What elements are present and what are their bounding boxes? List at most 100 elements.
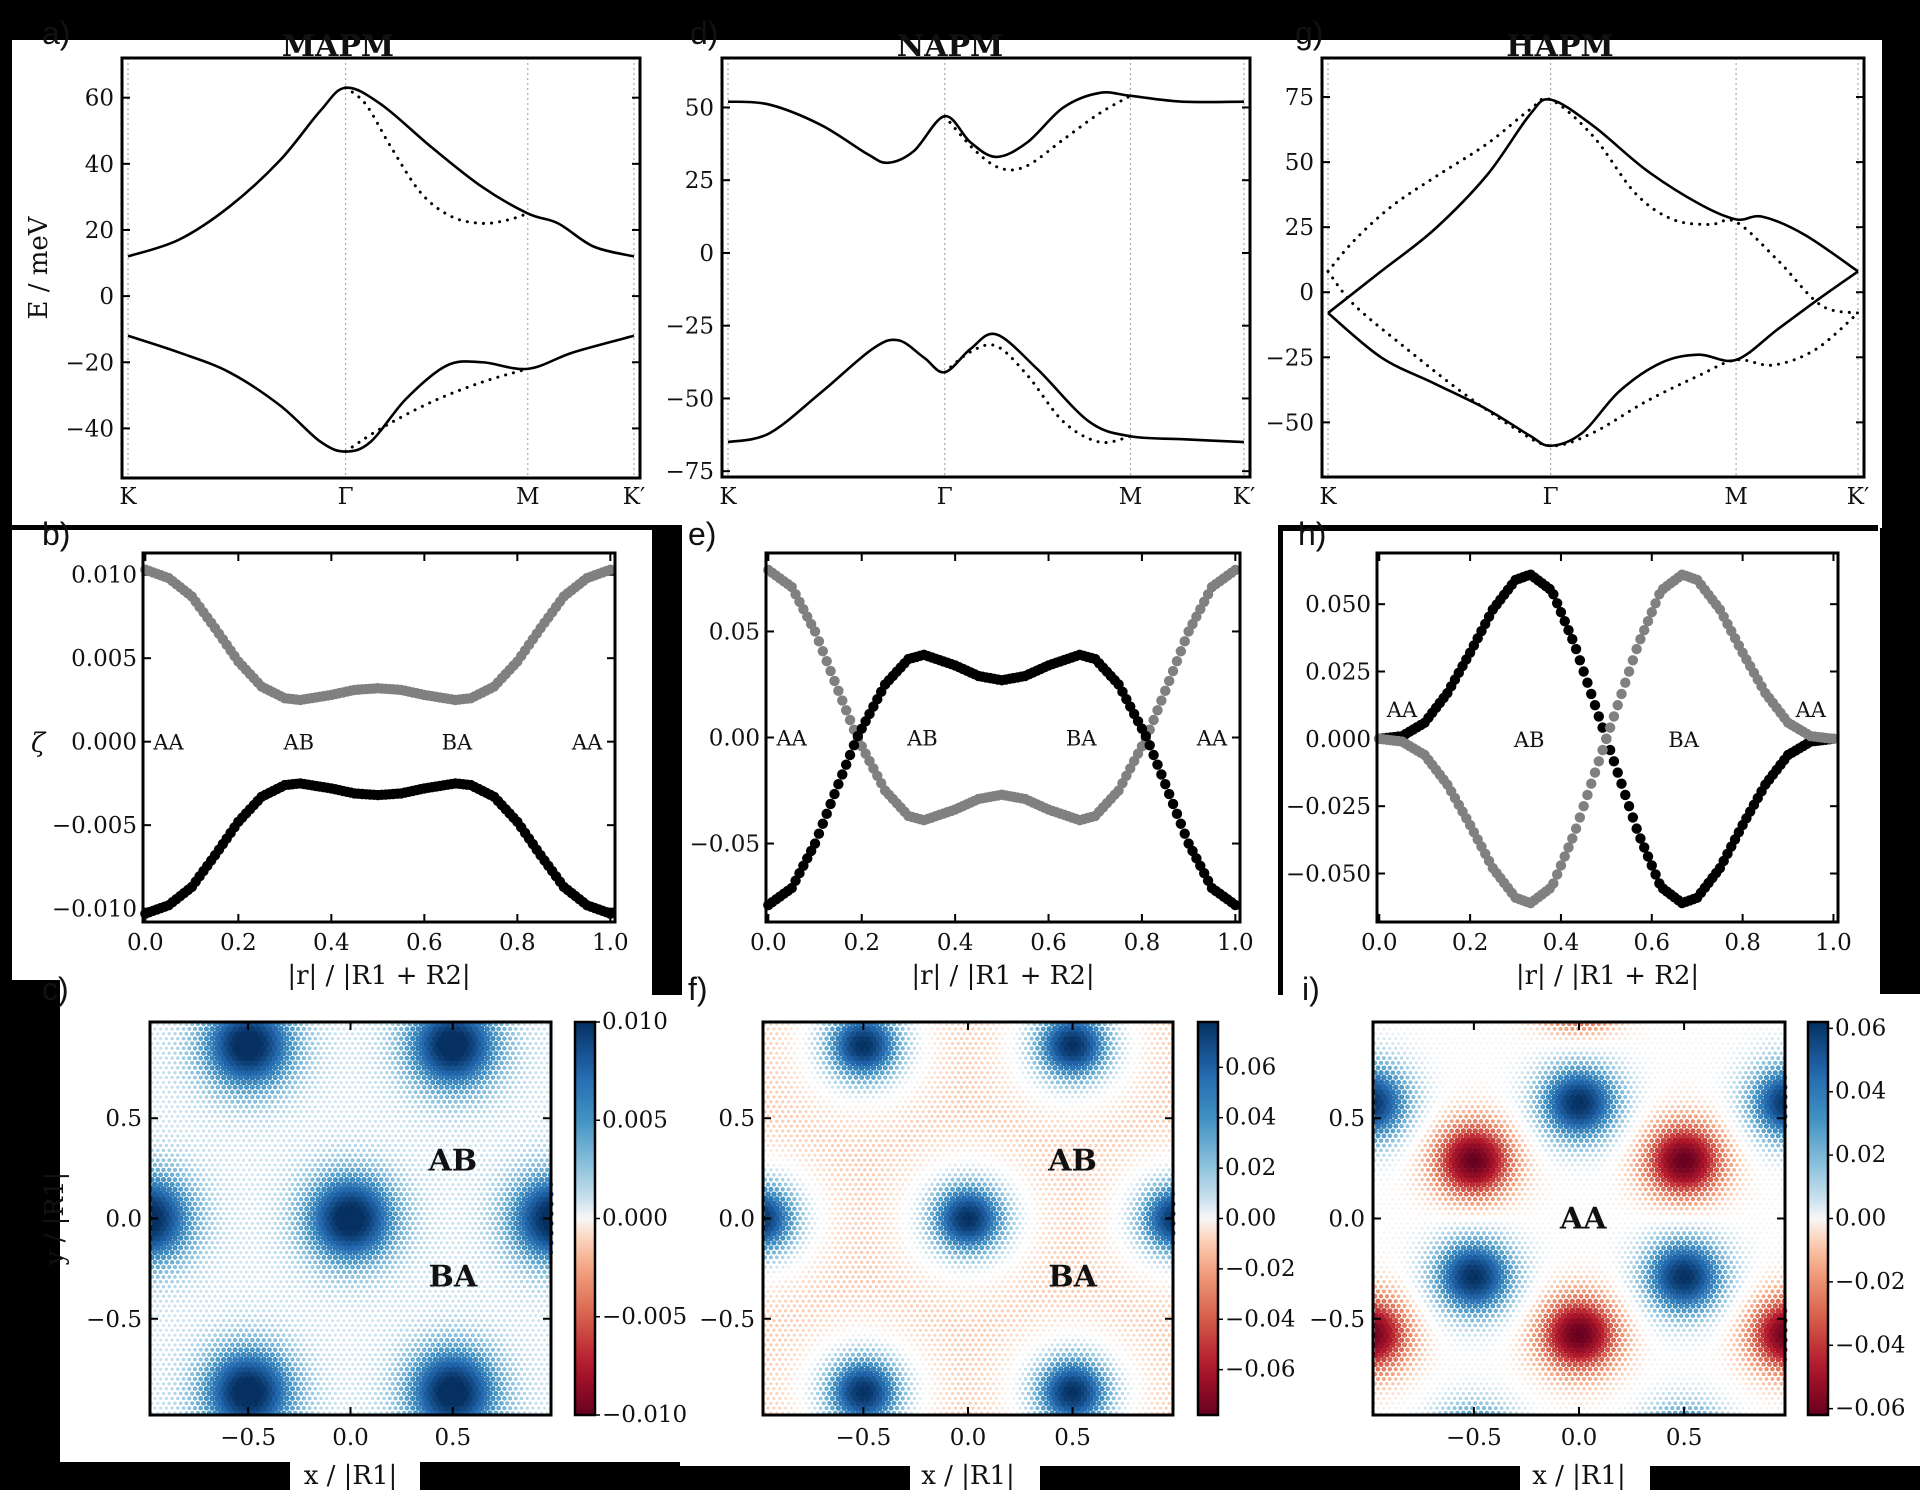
panel-e-profile: e) 0.0 0.2 0.4 0.6 0.8 1.0 −0.05 0.00 0.05 AA AB BA A… — [688, 516, 1254, 991]
panel-b-profile: b) 0.0 0.2 0.4 0.6 0.8 1.0 −0.010 −0.005 0.000 0.0… — [31, 516, 629, 991]
x-tick-label: M — [1724, 484, 1748, 510]
y-tick-label: 0.005 — [71, 646, 137, 672]
profile-data-point — [1551, 598, 1563, 609]
profile-data-point — [1574, 812, 1586, 823]
profile-data-point — [821, 808, 832, 820]
profile-data-point — [1160, 685, 1171, 697]
profile-data-point — [809, 838, 821, 849]
y-tick-label: 60 — [85, 86, 114, 112]
plot-frame — [120, 56, 642, 480]
x-tick-label: 0.6 — [406, 930, 443, 956]
y-tick-label: 0 — [1299, 280, 1314, 306]
profile-data-point — [840, 705, 852, 716]
profile-data-point — [1163, 675, 1175, 687]
profile-data-point — [1650, 869, 1661, 880]
profile-data-point — [1604, 722, 1616, 733]
stacking-region-label: BA — [1668, 728, 1699, 752]
profile-data-point — [605, 564, 616, 575]
x-tick-label: −0.5 — [220, 1425, 276, 1451]
panel-letter-b: b) — [42, 516, 70, 552]
x-tick-label: 0.0 — [1361, 930, 1398, 956]
x-axis-label: |r| / |R1 + R2| — [287, 961, 470, 991]
profile-data-point — [833, 778, 844, 790]
profile-data-point — [1593, 756, 1604, 767]
colorbar-tick-label: −0.010 — [602, 1402, 687, 1428]
y-tick-label: −0.050 — [1286, 862, 1371, 888]
profile-data-point — [1152, 759, 1163, 770]
colorbar-tick-label: −0.06 — [1225, 1357, 1295, 1383]
x-tick-label: 0.4 — [313, 930, 350, 956]
x-tick-label: 0.0 — [127, 930, 164, 956]
x-tick-label: M — [1119, 484, 1143, 510]
solid-band-curve — [127, 334, 635, 453]
profile-data-point — [1140, 730, 1152, 742]
y-tick-label: 50 — [685, 95, 714, 121]
x-tick-label: 0.2 — [1452, 930, 1489, 956]
profile-data-point — [1589, 699, 1601, 711]
y-tick-label: −40 — [65, 416, 114, 442]
stacking-region-label: AA — [1559, 1202, 1607, 1237]
profile-data-point — [1635, 633, 1646, 645]
profile-data-point — [1148, 714, 1159, 726]
profile-data-point — [1567, 833, 1578, 844]
stacking-region-label: AB — [427, 1143, 477, 1178]
profile-data-point — [1548, 589, 1559, 600]
y-tick-label: 0 — [699, 241, 714, 267]
x-tick-label: 1.0 — [592, 930, 629, 956]
y-tick-label: 0.5 — [105, 1106, 142, 1132]
profile-data-point — [813, 828, 825, 839]
x-tick-label: K — [719, 484, 737, 510]
x-axis-label: |r| / |R1 + R2| — [1516, 961, 1699, 991]
plot-frame — [720, 56, 1252, 479]
panel-letter-a: a) — [42, 15, 70, 51]
stacking-region-label: AB — [1513, 728, 1545, 752]
profile-data-point — [1616, 688, 1627, 700]
y-axis-label: E / meV — [24, 215, 54, 319]
y-tick-label: −20 — [65, 350, 114, 376]
stacking-region-label: AA — [152, 731, 184, 755]
profile-data-point — [1156, 769, 1167, 780]
stacking-region-label: AB — [282, 731, 314, 755]
profile-data-point — [1597, 744, 1608, 756]
y-tick-label: −0.010 — [52, 897, 137, 923]
profile-data-point — [817, 818, 829, 829]
profile-data-point — [809, 626, 821, 637]
colorbar-tick-label: 0.005 — [602, 1107, 668, 1133]
heatmap-panels: c) −0.5 0.0 0.5 −0.5 0.0 0.5 AB BA −0.010 −0.005 0.… — [40, 971, 1905, 1490]
y-tick-label: 20 — [85, 218, 114, 244]
y-tick-label: 40 — [85, 152, 114, 178]
profile-data-point — [1551, 869, 1563, 880]
profile-data-point — [1548, 878, 1559, 889]
x-tick-label: 0.5 — [1666, 1425, 1703, 1451]
profile-data-point — [1642, 616, 1654, 627]
x-tick-label: 0.6 — [1633, 930, 1670, 956]
profile-data-point — [1631, 643, 1642, 655]
colorbar-tick-label: 0.000 — [602, 1206, 668, 1232]
x-tick-label: 0.8 — [1724, 930, 1761, 956]
x-tick-label: 0.8 — [499, 930, 536, 956]
y-tick-label: −50 — [1265, 410, 1314, 436]
profile-data-point — [1612, 699, 1623, 711]
colorbar-tick-label: 0.02 — [1225, 1155, 1276, 1181]
panel-i-heatmap: i) −0.5 0.0 0.5 −0.5 0.0 0.5 AA −0.06 −0.04 −0.02 0… — [1302, 971, 1905, 1490]
y-tick-label: 0.010 — [71, 563, 137, 589]
profile-data-point — [1563, 842, 1574, 853]
panel-letter-d: d) — [690, 15, 718, 51]
profile-data-point — [1646, 860, 1657, 871]
profile-data-point — [1152, 705, 1163, 716]
colorbar-tick-label: −0.04 — [1225, 1306, 1295, 1332]
profile-data-point — [833, 685, 844, 697]
y-tick-label: 0.05 — [709, 619, 760, 645]
profile-data-point — [825, 798, 836, 810]
y-tick-label: −0.005 — [52, 813, 137, 839]
colorbar-tick-label: −0.06 — [1835, 1396, 1905, 1422]
panel-letter-i: i) — [1302, 971, 1320, 1007]
profile-data-point — [1620, 677, 1631, 688]
profile-data-point — [837, 769, 848, 780]
colorbar-tick-label: −0.02 — [1225, 1256, 1295, 1282]
profile-data-point — [1559, 851, 1570, 862]
x-tick-label: 1.0 — [1815, 930, 1852, 956]
profile-data-point — [844, 714, 856, 726]
